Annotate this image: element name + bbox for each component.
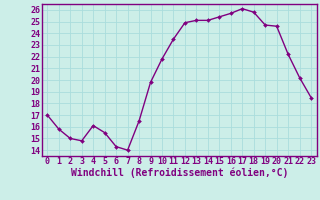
X-axis label: Windchill (Refroidissement éolien,°C): Windchill (Refroidissement éolien,°C) <box>70 168 288 178</box>
